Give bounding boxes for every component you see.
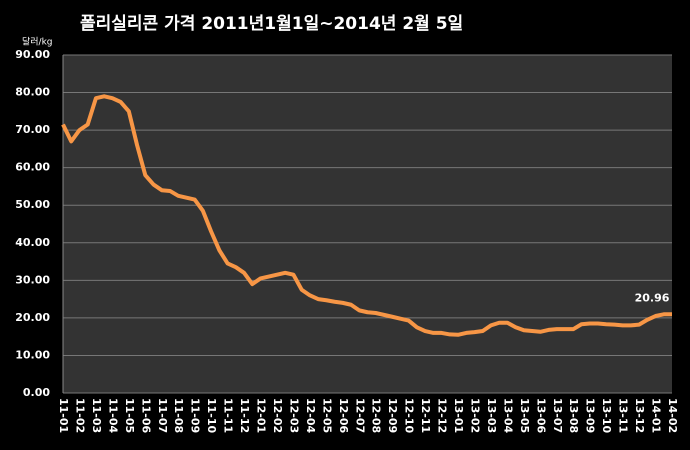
x-tick-label: 12-03 <box>287 398 300 433</box>
x-tick-label: 11-08 <box>172 398 185 433</box>
x-tick-label: 13-02 <box>468 398 481 433</box>
x-tick-label: 13-05 <box>518 398 531 433</box>
x-tick-label: 12-09 <box>386 398 399 433</box>
y-tick-label: 80.00 <box>15 86 50 99</box>
x-tick-label: 14-01 <box>650 398 663 433</box>
y-tick-label: 10.00 <box>15 348 50 361</box>
x-tick-label: 13-01 <box>452 398 465 433</box>
x-tick-label: 13-10 <box>600 398 613 434</box>
x-tick-label: 12-05 <box>320 398 333 433</box>
x-tick-label: 13-06 <box>534 398 547 434</box>
x-tick-label: 14-02 <box>666 398 679 433</box>
x-tick-label: 12-04 <box>304 398 317 434</box>
y-tick-label: 20.00 <box>15 311 50 324</box>
x-tick-label: 13-09 <box>584 398 597 433</box>
y-axis-unit: 달러/kg <box>22 36 53 48</box>
x-tick-label: 11-04 <box>106 398 119 434</box>
y-tick-label: 90.00 <box>15 48 50 61</box>
x-tick-label: 11-12 <box>238 398 251 433</box>
x-tick-label: 12-10 <box>403 398 416 434</box>
x-tick-label: 12-06 <box>337 398 350 434</box>
x-tick-label: 13-11 <box>617 398 630 433</box>
plot-area <box>63 55 672 393</box>
x-tick-label: 13-03 <box>485 398 498 433</box>
x-tick-label: 11-10 <box>205 398 218 434</box>
y-tick-label: 0.00 <box>23 386 50 399</box>
x-tick-label: 12-12 <box>436 398 449 433</box>
x-tick-label: 12-02 <box>271 398 284 433</box>
x-tick-label: 13-07 <box>551 398 564 433</box>
x-tick-label: 13-08 <box>567 398 580 433</box>
x-tick-label: 11-11 <box>222 398 235 433</box>
y-tick-label: 70.00 <box>15 123 50 136</box>
x-tick-label: 12-07 <box>353 398 366 433</box>
x-tick-label: 11-07 <box>156 398 169 433</box>
x-tick-label: 11-05 <box>123 398 136 433</box>
data-label: 20.96 <box>635 291 670 304</box>
x-tick-label: 12-01 <box>255 398 268 433</box>
x-tick-label: 11-02 <box>73 398 86 433</box>
y-tick-label: 60.00 <box>15 161 50 174</box>
y-tick-label: 40.00 <box>15 236 50 249</box>
price-line <box>61 94 672 337</box>
x-tick-label: 12-08 <box>370 398 383 433</box>
x-tick-label: 11-01 <box>57 398 70 433</box>
x-tick-label: 13-12 <box>633 398 646 433</box>
x-tick-label: 11-03 <box>90 398 103 433</box>
x-tick-label: 13-04 <box>501 398 514 434</box>
x-tick-label: 11-09 <box>189 398 202 433</box>
chart-title: 폴리실리콘 가격 2011년1월1일~2014년 2월 5일 <box>80 14 463 34</box>
x-tick-label: 12-11 <box>419 398 432 433</box>
x-tick-label: 11-06 <box>139 398 152 434</box>
y-tick-label: 50.00 <box>15 198 50 211</box>
y-tick-label: 30.00 <box>15 273 50 286</box>
